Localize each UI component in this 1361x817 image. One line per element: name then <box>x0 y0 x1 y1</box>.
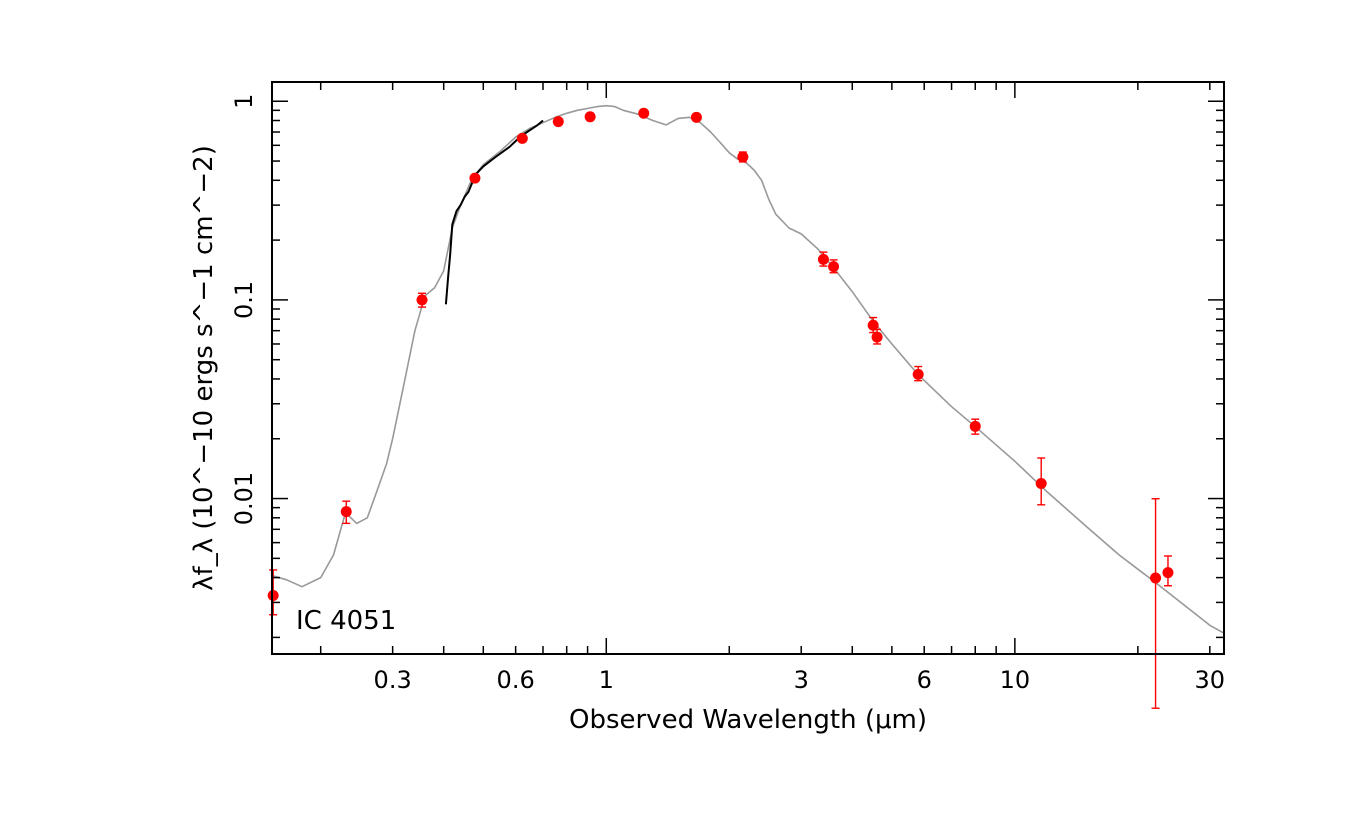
x-axis-title: Observed Wavelength (μm) <box>569 705 927 735</box>
data-point <box>469 172 481 184</box>
photometry-layer <box>267 107 1174 709</box>
data-point <box>817 253 829 265</box>
data-point <box>416 294 428 306</box>
object-label: IC 4051 <box>296 606 396 636</box>
data-point <box>516 132 528 144</box>
x-tick-label: 30 <box>1195 666 1226 694</box>
data-point <box>969 420 981 432</box>
data-point <box>690 111 702 123</box>
data-point <box>1150 572 1162 584</box>
y-tick-label: 0.01 <box>230 472 258 525</box>
data-point <box>1035 478 1047 490</box>
data-point <box>828 261 840 273</box>
data-point <box>871 331 883 343</box>
model-sed-line <box>271 104 1225 634</box>
model-sed-layer <box>271 104 1225 634</box>
y-tick-label: 0.1 <box>230 281 258 319</box>
optical-spectrum-line <box>444 119 544 305</box>
data-point <box>867 319 879 331</box>
data-point <box>584 111 596 123</box>
x-tick-label: 0.3 <box>374 666 412 694</box>
data-point <box>340 506 352 518</box>
x-tick-label: 10 <box>1000 666 1031 694</box>
x-tick-label: 1 <box>599 666 614 694</box>
data-point <box>1162 567 1174 579</box>
data-point <box>912 368 924 380</box>
spectrum-layer <box>444 119 544 305</box>
data-point <box>737 151 749 163</box>
y-axis-title: λf_λ (10^−10 ergs s^−1 cm^−2) <box>189 145 219 591</box>
x-tick-label: 0.6 <box>497 666 535 694</box>
plot-area <box>267 104 1225 709</box>
x-axis-ticks: 0.3 0.6 1 3 6 10 30 <box>319 82 1226 694</box>
data-point <box>267 590 279 602</box>
data-point <box>638 107 650 119</box>
data-point <box>552 116 564 128</box>
x-tick-label: 3 <box>794 666 809 694</box>
plot-frame <box>271 81 1225 655</box>
y-axis-ticks: 1 0.1 0.01 <box>230 94 1224 639</box>
x-tick-label: 6 <box>917 666 932 694</box>
y-tick-label: 1 <box>230 94 258 109</box>
